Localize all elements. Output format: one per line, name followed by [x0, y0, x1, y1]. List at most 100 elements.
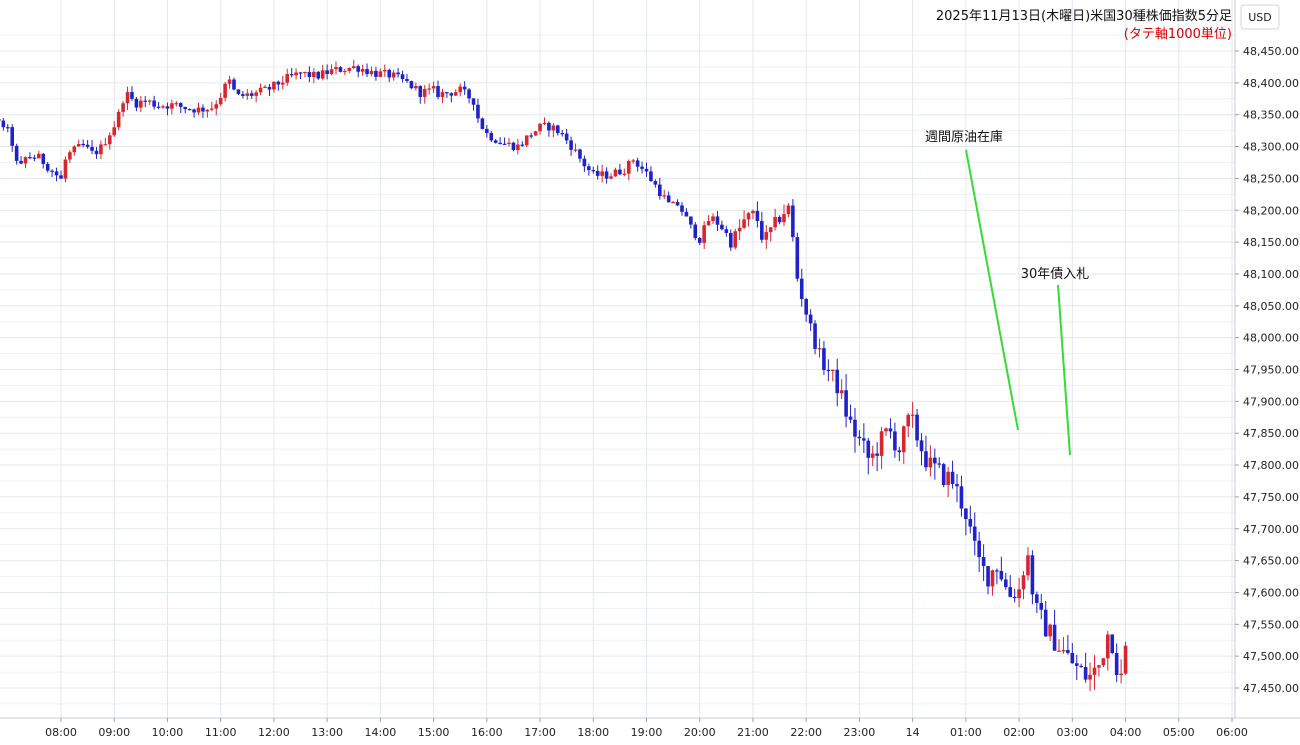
- candle-down: [511, 142, 516, 150]
- candle-down: [1030, 555, 1035, 595]
- x-tick-label: 16:00: [471, 726, 503, 739]
- candle-down: [387, 69, 392, 78]
- candle-down: [267, 86, 272, 90]
- candle-down: [689, 216, 693, 225]
- candle-up: [817, 348, 822, 350]
- candle-up: [312, 71, 316, 78]
- candle-down: [640, 166, 644, 169]
- candle-up: [990, 570, 995, 587]
- candle-down: [680, 205, 684, 212]
- candle-up: [626, 160, 631, 174]
- candle-down: [400, 74, 405, 80]
- candle-down: [986, 566, 990, 587]
- price-axis-ticks: 48,450.00 48,400.00 48,350.00 48,300.00 48,2…: [1235, 45, 1299, 695]
- x-tick-label: 08:00: [45, 726, 77, 739]
- candle-up: [516, 144, 520, 150]
- y-tick-label: 47,800.00: [1243, 459, 1299, 472]
- candle-up: [1106, 634, 1110, 659]
- candle-up: [773, 216, 777, 228]
- candle-down: [564, 133, 569, 141]
- candle-down: [1003, 579, 1008, 588]
- candle-down: [591, 170, 596, 172]
- candle-up: [72, 146, 77, 153]
- candle-up: [524, 135, 529, 146]
- candle-up: [223, 83, 227, 98]
- currency-label-frame: [1240, 4, 1280, 30]
- candle-up: [906, 414, 911, 427]
- candle-up: [285, 74, 290, 83]
- y-tick-label: 48,200.00: [1243, 204, 1299, 217]
- candle-down: [0, 119, 1, 121]
- candle-down: [50, 170, 54, 172]
- candle-up: [1101, 658, 1106, 666]
- x-tick-label: 15:00: [418, 726, 450, 739]
- candle-down: [374, 70, 378, 77]
- annotation-crude-inventory-label: 週間原油在庫: [925, 130, 1003, 145]
- candle-up: [254, 92, 258, 96]
- candle-down: [569, 140, 573, 150]
- candle-down: [578, 149, 582, 159]
- currency-label-box[interactable]: USD: [1240, 4, 1280, 30]
- x-tick-label: 14:00: [365, 726, 397, 739]
- candle-up: [782, 214, 786, 223]
- candle-down: [5, 127, 10, 129]
- x-tick-label: 21:00: [737, 726, 769, 739]
- candle-down: [915, 414, 919, 441]
- candle-down: [799, 278, 804, 300]
- candle-up: [378, 71, 383, 77]
- candle-down: [462, 86, 467, 90]
- candle-up: [609, 176, 613, 179]
- candle-down: [981, 557, 986, 567]
- candle-down: [134, 98, 139, 108]
- candle-down: [582, 158, 587, 167]
- candle-up: [351, 66, 356, 68]
- candle-down: [236, 89, 241, 95]
- candle-down: [41, 153, 46, 164]
- candle-up: [112, 127, 117, 136]
- candle-down: [760, 221, 764, 240]
- candle-down: [480, 118, 485, 129]
- candle-down: [45, 163, 50, 171]
- candle-up: [334, 67, 338, 70]
- candle-down: [81, 143, 85, 146]
- x-tick-label: 17:00: [524, 726, 556, 739]
- candle-up: [170, 103, 174, 109]
- candle-up: [139, 100, 143, 108]
- candle-down: [844, 390, 848, 417]
- candle-up: [303, 71, 307, 74]
- candle-down: [924, 451, 928, 468]
- y-tick-label: 47,650.00: [1243, 555, 1299, 568]
- annotation-30y-auction-label: 30年債入札: [1021, 267, 1090, 282]
- candle-down: [298, 72, 303, 74]
- x-tick-label: 10:00: [152, 726, 184, 739]
- candle-down: [893, 431, 897, 451]
- candle-down: [130, 92, 134, 99]
- candle-down: [1070, 652, 1075, 664]
- candle-down: [853, 419, 857, 437]
- candle-up: [1048, 624, 1052, 637]
- x-tick-label: 14: [906, 726, 920, 739]
- y-tick-label: 47,900.00: [1243, 395, 1299, 408]
- candle-up: [360, 69, 365, 72]
- y-tick-label: 48,450.00: [1243, 45, 1299, 58]
- candle-down: [165, 106, 170, 109]
- candle-down: [649, 171, 653, 182]
- candle-up: [68, 152, 72, 160]
- y-tick-label: 48,250.00: [1243, 172, 1299, 185]
- y-tick-label: 48,050.00: [1243, 300, 1299, 313]
- candle-up: [227, 79, 232, 84]
- candle-down: [338, 67, 343, 72]
- candle-down: [937, 463, 942, 465]
- x-tick-label: 19:00: [631, 726, 663, 739]
- candle-down: [950, 471, 955, 484]
- candle-down: [325, 70, 329, 75]
- x-tick-label: 05:00: [1163, 726, 1195, 739]
- candle-up: [746, 213, 751, 220]
- candle-up: [1123, 645, 1128, 674]
- candle-down: [1012, 596, 1017, 599]
- annotation-crude-inventory-line: [965, 149, 1019, 431]
- candle-up: [711, 216, 715, 222]
- candle-up: [542, 122, 547, 125]
- candle-up: [107, 135, 112, 145]
